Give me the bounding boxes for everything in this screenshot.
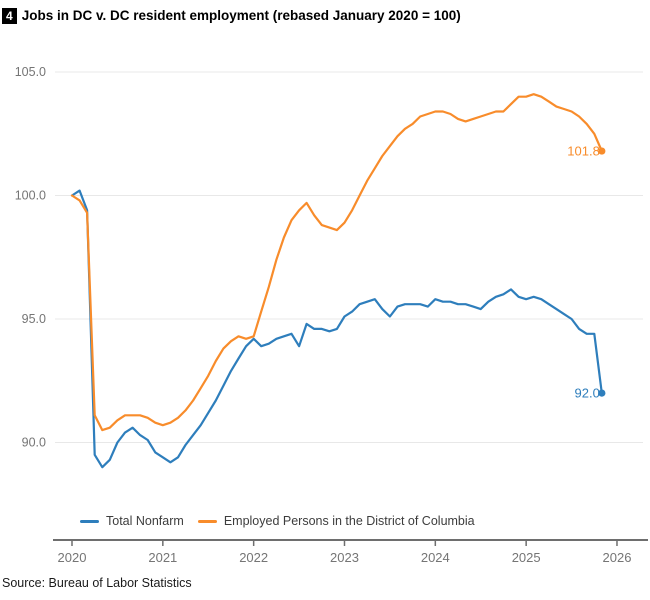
series-end-value-label-blue: 92.0 <box>575 386 600 401</box>
legend-item-blue[interactable]: Total Nonfarm <box>80 514 184 528</box>
source-note: Source: Bureau of Labor Statistics <box>2 576 192 590</box>
x-axis-tick-label: 2024 <box>421 550 450 565</box>
series-end-dot-orange[interactable] <box>598 147 606 155</box>
legend-swatch-blue <box>80 519 99 523</box>
x-axis-tick-label: 2025 <box>512 550 541 565</box>
legend-swatch-orange <box>197 519 217 523</box>
figure-number-badge: 4 <box>2 8 17 24</box>
x-axis-tick-label: 2020 <box>58 550 87 565</box>
y-axis-tick-label: 100.0 <box>15 189 46 203</box>
x-axis-tick-label: 2022 <box>239 550 268 565</box>
y-axis-tick-label: 105.0 <box>15 65 46 79</box>
series-end-dot-blue[interactable] <box>598 389 606 397</box>
x-axis-tick-label: 2026 <box>603 550 632 565</box>
y-axis-tick-label: 95.0 <box>22 312 46 326</box>
title-row: 4 Jobs in DC v. DC resident employment (… <box>2 7 461 25</box>
legend-label: Employed Persons in the District of Colu… <box>223 514 475 528</box>
legend-item-orange[interactable]: Employed Persons in the District of Colu… <box>197 514 475 528</box>
legend: Total Nonfarm Employed Persons in the Dis… <box>80 514 475 528</box>
series-end-value-label-orange: 101.8 <box>567 144 600 159</box>
y-axis-tick-label: 90.0 <box>22 436 46 450</box>
legend-label: Total Nonfarm <box>106 514 184 528</box>
x-axis-tick-label: 2023 <box>330 550 359 565</box>
series-line-orange[interactable] <box>70 93 603 432</box>
chart-title: Jobs in DC v. DC resident employment (re… <box>21 8 461 23</box>
x-axis-tick-label: 2021 <box>148 550 177 565</box>
series-line-blue[interactable] <box>70 189 603 469</box>
